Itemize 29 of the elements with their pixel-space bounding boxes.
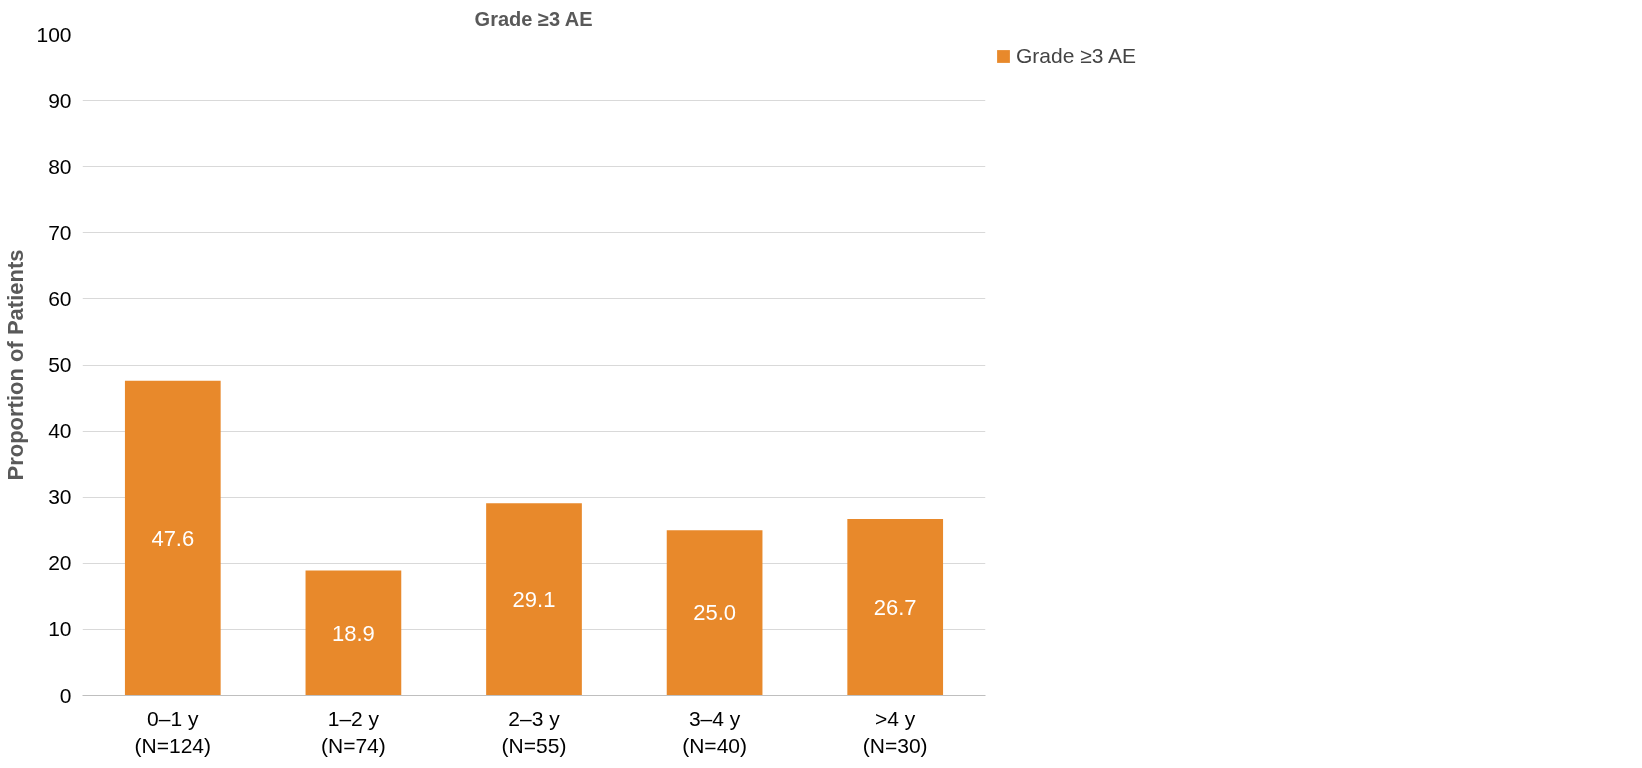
x-tick-label: 3–4 y (N=40) xyxy=(682,706,747,758)
bar xyxy=(847,519,944,696)
y-tick-label: 40 xyxy=(48,419,72,443)
y-axis-title: Proportion of Patients xyxy=(3,249,29,481)
y-tick-label: 20 xyxy=(48,551,72,575)
y-tick-label: 80 xyxy=(48,154,72,178)
x-tick-label: 0–1 y (N=124) xyxy=(134,706,212,758)
x-tick-label: 1–2 y (N=74) xyxy=(321,706,386,758)
bar xyxy=(666,530,763,696)
y-tick-label: 60 xyxy=(48,286,72,310)
y-tick-label: 30 xyxy=(48,485,72,509)
bar xyxy=(486,503,582,696)
x-tick-label: >4 y (N=30) xyxy=(862,706,928,758)
text: 29.1 xyxy=(512,586,556,612)
x-tick-label: 2–3 y (N=55) xyxy=(501,706,567,758)
text: 18.9 xyxy=(331,620,375,646)
text: 47.6 xyxy=(151,525,195,551)
text: 25.0 xyxy=(693,600,737,626)
text: 26.7 xyxy=(873,594,917,620)
y-tick-label: 70 xyxy=(48,220,72,244)
legend-label: Grade ≥3 AE xyxy=(1016,44,1137,68)
y-tick-label: 50 xyxy=(48,353,72,376)
y-tick-label: 100 xyxy=(36,22,72,46)
y-tick-label: 10 xyxy=(48,617,72,641)
y-tick-label: 0 xyxy=(59,683,72,707)
bar xyxy=(124,380,221,696)
chart-title: Grade ≥3 AE xyxy=(474,7,593,30)
bar xyxy=(305,570,402,696)
y-tick-label: 90 xyxy=(48,88,72,112)
